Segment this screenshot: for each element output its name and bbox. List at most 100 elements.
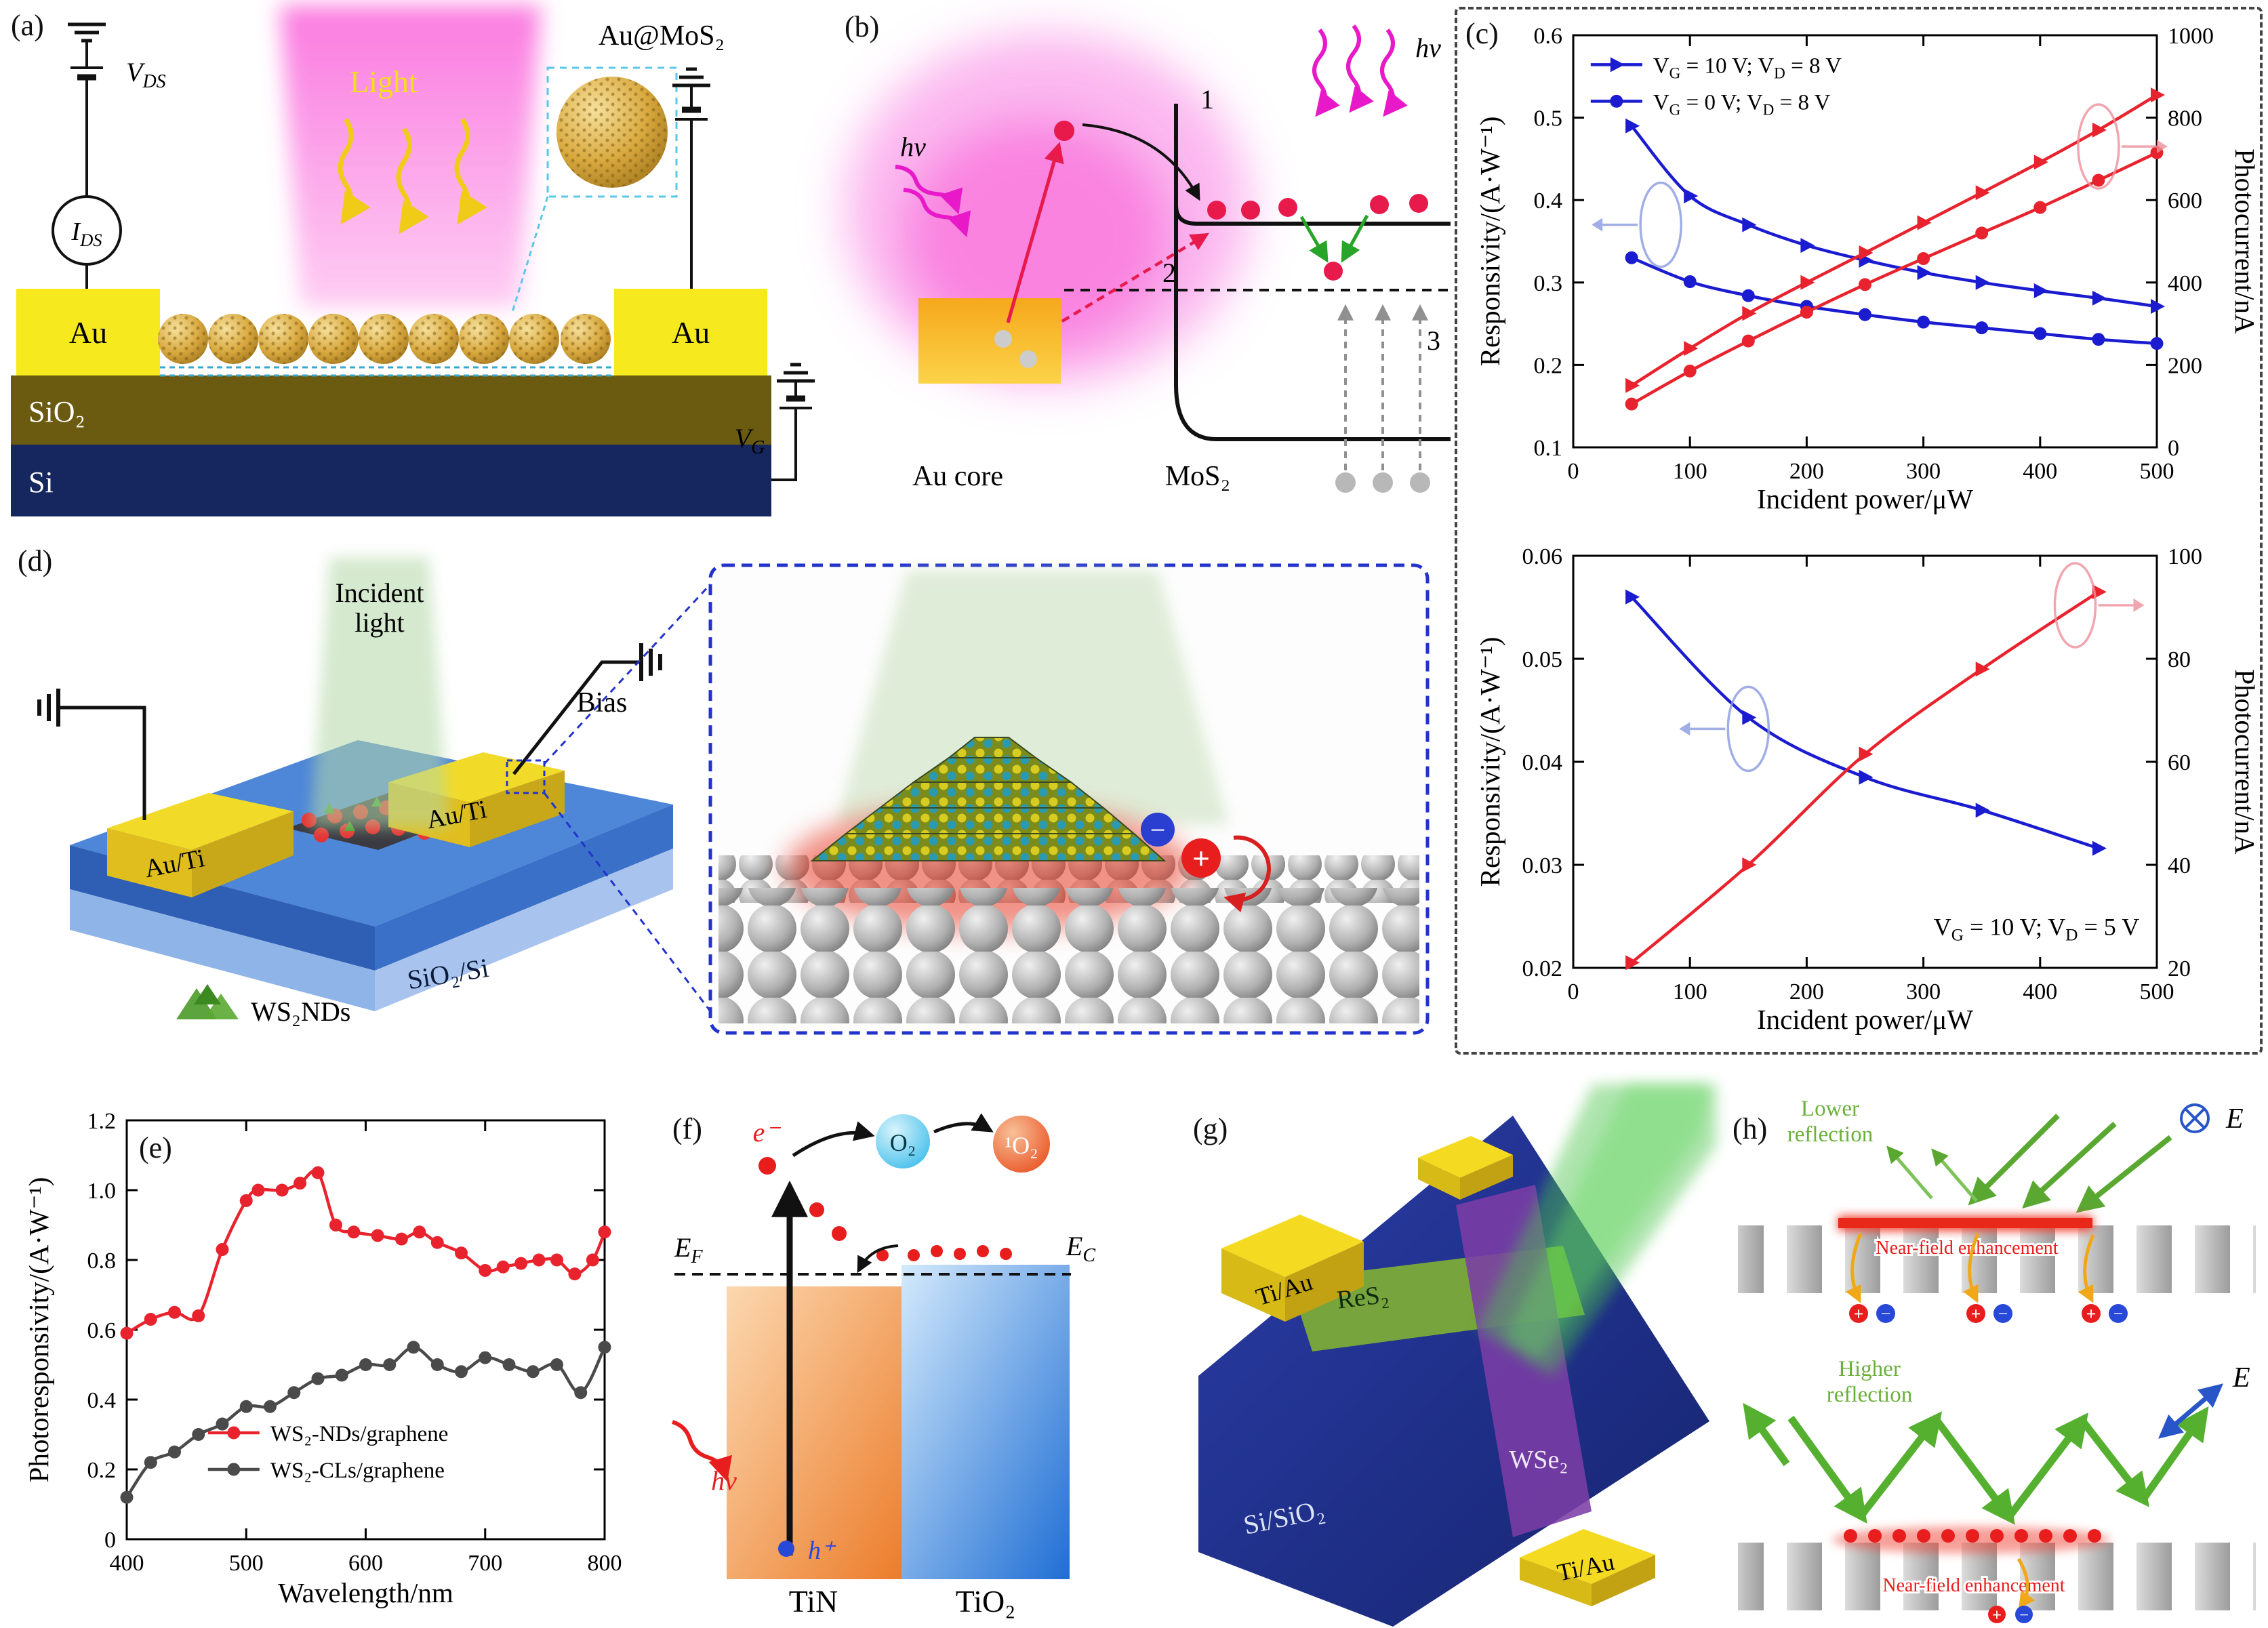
x-tick-label: 200	[1789, 459, 1824, 484]
series-marker	[1975, 321, 1989, 335]
y-tick-label: 20	[2168, 956, 2191, 981]
panel-a-tag: (a)	[11, 9, 44, 42]
series-marker	[430, 1358, 444, 1371]
series-marker	[1741, 334, 1755, 348]
series-marker	[227, 1463, 241, 1476]
series-marker	[144, 1313, 157, 1326]
ws2nds-icon	[176, 984, 239, 1019]
au-right-label: Au	[672, 315, 710, 350]
y-tick-label: 0.05	[1522, 647, 1563, 672]
legend-label: WS₂-CLs/graphene	[270, 1459, 445, 1483]
hv-right-label: hν	[1415, 33, 1441, 63]
y-tick-label: 60	[2168, 750, 2191, 775]
svg-text:−: −	[1881, 1304, 1891, 1324]
series-marker	[1684, 188, 1699, 204]
series-marker	[532, 1253, 546, 1267]
chart-responsivity-photocurrent-bottom: 0 100 200 300 400 500 0.02 0.03 0.04 0.05 0.06 20 40…	[1474, 544, 2261, 1035]
au-mos2-inset-sphere-dots	[556, 77, 668, 188]
y-tick-label: 1.2	[87, 1109, 117, 1134]
series-marker	[1610, 57, 1625, 73]
series-marker	[192, 1428, 205, 1441]
svg-text:+: +	[1854, 1304, 1864, 1324]
series-marker	[1975, 226, 1989, 240]
grating-pillars-top	[1738, 1225, 2256, 1293]
series-marker	[394, 1232, 408, 1246]
incident-light-beam	[310, 557, 449, 828]
y-tick-label: 0.02	[1522, 956, 1563, 981]
inset-light-beam	[836, 571, 1229, 825]
y-tick-label: 0.3	[1534, 271, 1563, 296]
plus-charge-icon	[1849, 1304, 1868, 1323]
step3-label: 3	[1427, 325, 1440, 356]
plot-frame	[1572, 554, 2158, 969]
y-tick-label: 0.6	[87, 1318, 117, 1343]
series-marker	[455, 1365, 468, 1379]
panel-b-tag: (b)	[845, 10, 880, 43]
vg-label: VG	[735, 423, 765, 458]
series-marker	[2092, 333, 2105, 346]
plot-frame	[125, 1119, 606, 1541]
series-marker	[1742, 857, 1757, 872]
series-marker	[1625, 955, 1640, 971]
series-marker	[1625, 397, 1638, 411]
panel-b-band-diagram: hν hν 1 2	[844, 24, 1451, 493]
minus-charge-icon	[2109, 1304, 2128, 1323]
sio2-label: SiO₂	[28, 395, 85, 428]
series-marker	[598, 1225, 611, 1239]
charge-coupling-arrows-top	[1846, 1233, 2095, 1303]
x-tick-label: 400	[2023, 459, 2057, 484]
series-marker	[586, 1253, 599, 1267]
graphene-lattice-front	[718, 888, 1419, 1023]
series-marker	[287, 1386, 301, 1400]
series-line	[1631, 256, 2158, 346]
panel-h-schematic: Lower reflection E Near-field enhancemen…	[1738, 1097, 2256, 1625]
charge-pair-bottom: + −	[1988, 1606, 2033, 1625]
x-tick-label: 0	[1568, 979, 1579, 1004]
y-tick-label: 0	[2168, 436, 2179, 461]
y-tick-label: 0.6	[1534, 24, 1563, 49]
axis-indicator-arrow	[2133, 598, 2145, 612]
panel-f-band-diagram: EF EC e⁻ O₂ ¹O₂ hν h⁺ TiN TiO₂	[672, 1113, 1095, 1619]
near-field-top-label: Near-field enhancement	[1876, 1238, 2058, 1259]
bias-wire-right	[512, 643, 662, 775]
panel-d-tag: (d)	[18, 544, 53, 577]
x-tick-label: 300	[1906, 979, 1941, 1004]
series-marker	[120, 1326, 134, 1340]
axis-indicator-arrow	[2156, 140, 2168, 154]
series-marker	[598, 1341, 611, 1354]
series-marker	[335, 1368, 348, 1382]
series-marker	[2151, 299, 2165, 314]
e-field-top-label: E	[2225, 1103, 2244, 1135]
series-marker	[1917, 265, 1932, 281]
lower-reflection-label-1: Lower	[1801, 1097, 1859, 1121]
y-tick-label: 40	[2168, 853, 2191, 878]
svg-text:+: +	[1971, 1304, 1981, 1324]
series-marker	[1742, 306, 1757, 321]
series-line	[1630, 94, 2158, 387]
y-tick-label: 0.06	[1522, 544, 1563, 569]
higher-reflection-label-2: reflection	[1827, 1383, 1912, 1407]
ws2nds-label: WS₂NDs	[251, 996, 350, 1027]
incident-arrows-top	[1968, 1114, 2172, 1213]
series-marker	[1800, 238, 1815, 253]
incident-light-label-1: Incident	[335, 577, 424, 608]
series-marker	[413, 1225, 426, 1239]
series-marker	[550, 1358, 563, 1371]
substrate-injection-arrows-3	[1337, 304, 1428, 470]
y-tick-label: 0.4	[1534, 188, 1563, 213]
series-marker	[1975, 185, 1990, 201]
plus-charge-icon	[1966, 1304, 1985, 1323]
x-tick-label: 400	[110, 1551, 144, 1576]
x-tick-label: 800	[588, 1551, 622, 1576]
series-marker	[168, 1445, 181, 1459]
legend-label: VG = 0 V; VD = 8 V	[1653, 90, 1831, 118]
tunneling-arrow-2	[1061, 232, 1209, 323]
axis-indicator	[1639, 181, 1682, 268]
axis-indicator-arrow	[1592, 218, 1603, 232]
y-tick-label: 800	[2168, 106, 2202, 131]
y-axis-label-right: Photocurrent/nA	[2229, 669, 2261, 855]
series-marker	[479, 1263, 492, 1277]
ws2-nanodome	[810, 737, 1167, 861]
y-tick-label: 1.0	[87, 1179, 117, 1204]
x-tick-label: 200	[1789, 979, 1824, 1004]
